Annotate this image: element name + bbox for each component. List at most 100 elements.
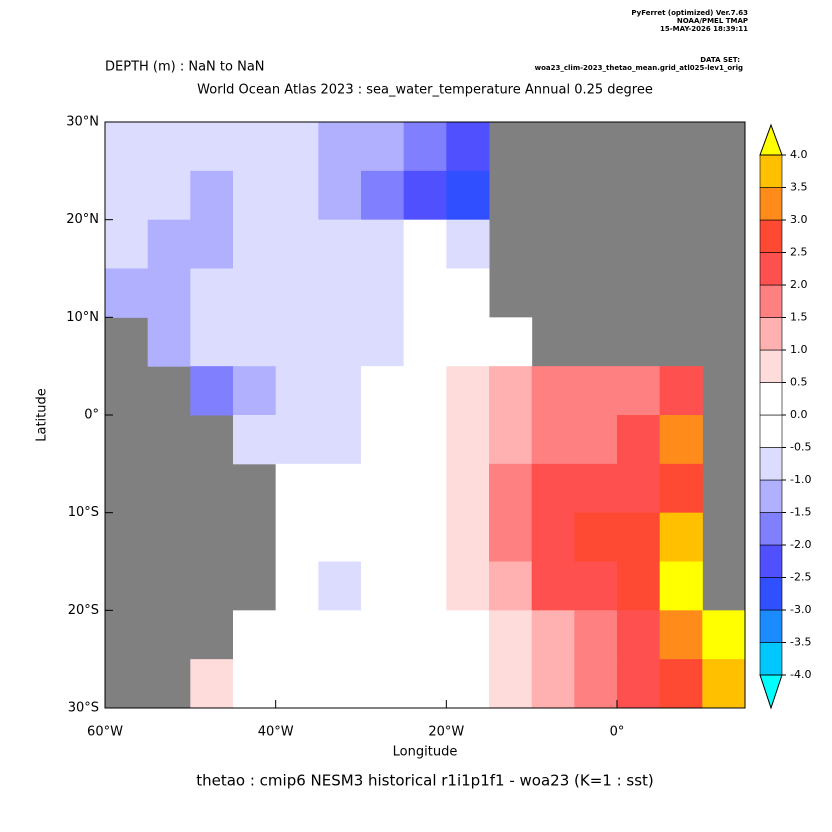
y-tick-label: 20°N xyxy=(66,212,99,227)
cell xyxy=(233,659,277,709)
cell xyxy=(147,170,191,221)
cell xyxy=(617,512,661,562)
cell xyxy=(659,610,703,660)
cell xyxy=(318,512,362,562)
cell xyxy=(275,610,319,660)
cell xyxy=(361,219,405,269)
cell xyxy=(190,268,234,318)
cell xyxy=(574,659,618,709)
cell xyxy=(275,463,319,514)
chart-title: World Ocean Atlas 2023 : sea_water_tempe… xyxy=(197,83,653,98)
cell xyxy=(617,463,661,514)
cell xyxy=(361,561,405,611)
cell xyxy=(233,170,277,221)
cell xyxy=(489,659,533,709)
cell xyxy=(361,268,405,318)
cell xyxy=(574,415,618,465)
cell xyxy=(403,366,447,416)
colorbar-bin xyxy=(759,544,783,578)
subtitle: DEPTH (m) : NaN to NaN xyxy=(105,60,265,75)
cell xyxy=(403,610,447,660)
cell xyxy=(105,268,149,318)
colorbar-label: 2.5 xyxy=(790,246,808,259)
dataset-label: DATA SET: xyxy=(700,56,740,64)
cell xyxy=(531,366,575,416)
cell xyxy=(446,219,490,269)
cell xyxy=(147,317,191,367)
cell xyxy=(318,561,362,611)
colorbar-bin xyxy=(759,252,783,286)
y-axis-label: Latitude xyxy=(35,388,50,442)
colorbar-label: 0.5 xyxy=(790,376,808,389)
cell xyxy=(617,610,661,660)
colorbar-bin xyxy=(759,219,783,253)
cell xyxy=(190,170,234,221)
colorbar-label: -2.0 xyxy=(790,538,811,551)
cell xyxy=(318,659,362,709)
colorbar-bin xyxy=(759,382,783,416)
cell xyxy=(318,219,362,269)
cell xyxy=(702,610,746,660)
cell xyxy=(531,415,575,465)
cell xyxy=(105,170,149,221)
cell xyxy=(147,219,191,269)
cell xyxy=(275,122,319,172)
cell xyxy=(275,415,319,465)
colorbar-label: -4.0 xyxy=(790,668,811,681)
cell xyxy=(574,561,618,611)
cell xyxy=(574,610,618,660)
colorbar-label: 1.0 xyxy=(790,343,808,356)
colorbar-bin xyxy=(759,317,783,351)
cell xyxy=(489,561,533,611)
cell xyxy=(361,512,405,562)
cell xyxy=(233,219,277,269)
colorbar-under xyxy=(759,674,783,710)
x-tick-label: 20°W xyxy=(428,725,464,740)
colorbar-bin xyxy=(759,187,783,221)
cell xyxy=(489,463,533,514)
cell xyxy=(190,366,234,416)
cell xyxy=(489,317,533,367)
date: 15-MAY-2026 18:39:11 xyxy=(660,25,748,33)
colorbar-bin xyxy=(759,414,783,448)
cell xyxy=(659,512,703,562)
colorbar-label: -1.5 xyxy=(790,506,811,519)
cell xyxy=(659,366,703,416)
cell xyxy=(403,561,447,611)
lab: NOAA/PMEL TMAP xyxy=(677,17,748,25)
colorbar-bin xyxy=(759,154,783,188)
cell xyxy=(318,317,362,367)
cell xyxy=(446,415,490,465)
y-tick-label: 10°N xyxy=(66,310,99,325)
cell xyxy=(659,561,703,611)
cell xyxy=(489,610,533,660)
cell xyxy=(446,366,490,416)
cell xyxy=(275,170,319,221)
caption: thetao : cmip6 NESM3 historical r1i1p1f1… xyxy=(196,772,654,790)
cell xyxy=(318,170,362,221)
cell xyxy=(275,219,319,269)
dataset: woa23_clim-2023_thetao_mean.grid_atl025-… xyxy=(535,64,743,72)
cell xyxy=(190,219,234,269)
cell xyxy=(275,268,319,318)
y-tick-label: 10°S xyxy=(68,505,99,520)
cell xyxy=(318,463,362,514)
cell xyxy=(617,659,661,709)
cell xyxy=(318,268,362,318)
cell xyxy=(233,122,277,172)
colorbar-label: 4.0 xyxy=(790,148,808,161)
cell xyxy=(702,659,746,709)
cell xyxy=(446,659,490,709)
cell xyxy=(403,317,447,367)
y-tick-label: 0° xyxy=(84,408,99,423)
cell xyxy=(489,366,533,416)
cell xyxy=(403,659,447,709)
colorbar-bin xyxy=(759,512,783,546)
cell xyxy=(403,219,447,269)
colorbar-label: -1.0 xyxy=(790,473,811,486)
cell xyxy=(403,512,447,562)
cell xyxy=(318,610,362,660)
cell xyxy=(531,463,575,514)
cell xyxy=(275,317,319,367)
